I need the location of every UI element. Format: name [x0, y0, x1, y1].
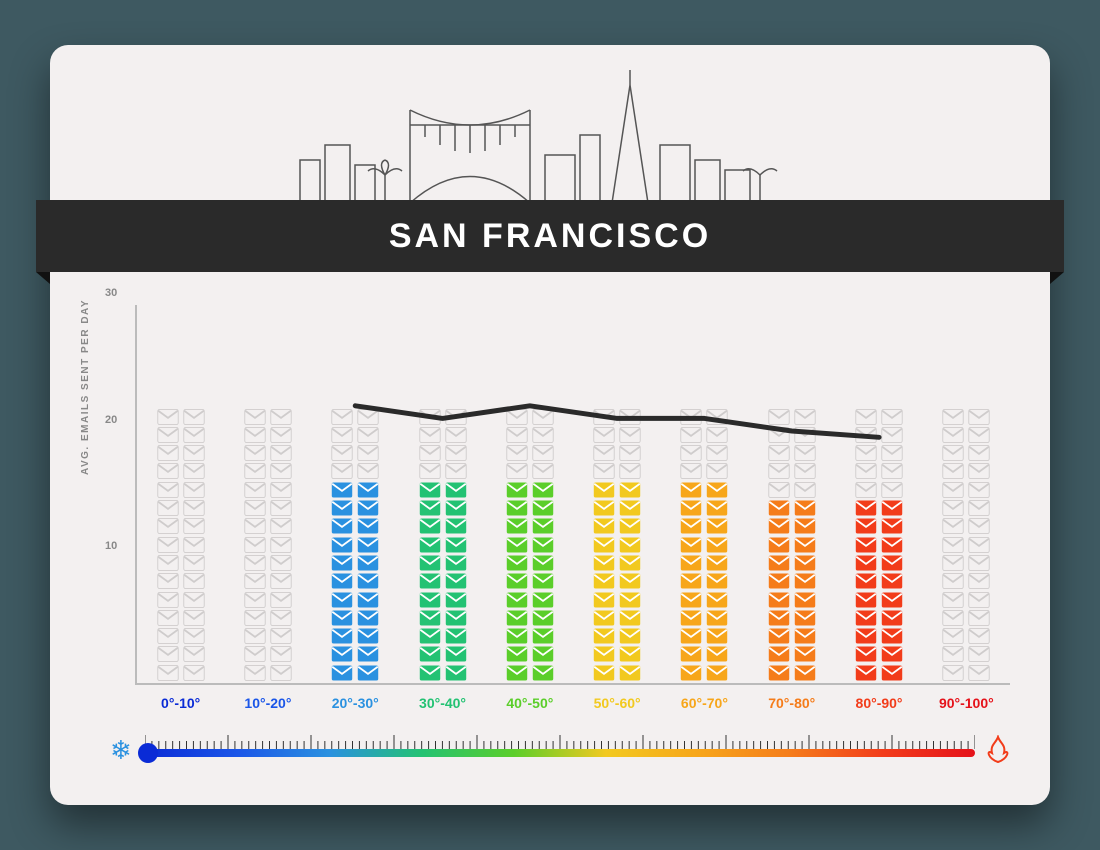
temp-column: 20°-30°: [325, 409, 385, 683]
chart-area: AVG. EMAILS SENT PER DAY 0°-10°10°-20°20…: [110, 305, 1010, 745]
snowflake-icon: ❄: [110, 735, 132, 766]
x-axis-label: 90°-100°: [916, 695, 1016, 711]
flame-icon: [986, 735, 1010, 770]
x-axis-label: 30°-40°: [393, 695, 493, 711]
x-axis-label: 50°-60°: [567, 695, 667, 711]
temperature-scale: ❄: [110, 725, 1010, 775]
x-axis-label: 40°-50°: [480, 695, 580, 711]
y-tick: 10: [105, 540, 117, 552]
skyline-illustration: [50, 65, 1050, 205]
skyline-svg: [290, 65, 810, 205]
x-axis-label: 70°-80°: [742, 695, 842, 711]
x-axis-label: 20°-30°: [305, 695, 405, 711]
temp-column: 0°-10°: [151, 409, 211, 683]
temp-column: 10°-20°: [238, 409, 298, 683]
x-axis-label: 10°-20°: [218, 695, 318, 711]
y-tick: 30: [105, 287, 117, 299]
infographic-card: SAN FRANCISCO AVG. EMAILS SENT PER DAY 0…: [50, 45, 1050, 805]
y-axis-label: AVG. EMAILS SENT PER DAY: [80, 299, 91, 475]
temp-column: 80°-90°: [849, 409, 909, 683]
temp-column: 70°-80°: [762, 409, 822, 683]
title-bar: SAN FRANCISCO: [36, 200, 1064, 272]
plot-region: 0°-10° 10°-20° 20°-30° 30°-40° 40°-50° 50°-60…: [135, 305, 1010, 685]
city-title: SAN FRANCISCO: [389, 217, 711, 256]
temp-column: 30°-40°: [413, 409, 473, 683]
thermo-gradient-bar: [145, 749, 975, 757]
thermo-ticks: [145, 735, 975, 749]
x-axis-label: 80°-90°: [829, 695, 929, 711]
x-axis-label: 0°-10°: [131, 695, 231, 711]
x-axis-label: 60°-70°: [654, 695, 754, 711]
temp-column: 60°-70°: [674, 409, 734, 683]
temp-column: 90°-100°: [936, 409, 996, 683]
thermo-bulb: [138, 743, 158, 763]
temp-column: 40°-50°: [500, 409, 560, 683]
temp-column: 50°-60°: [587, 409, 647, 683]
y-tick: 20: [105, 414, 117, 426]
